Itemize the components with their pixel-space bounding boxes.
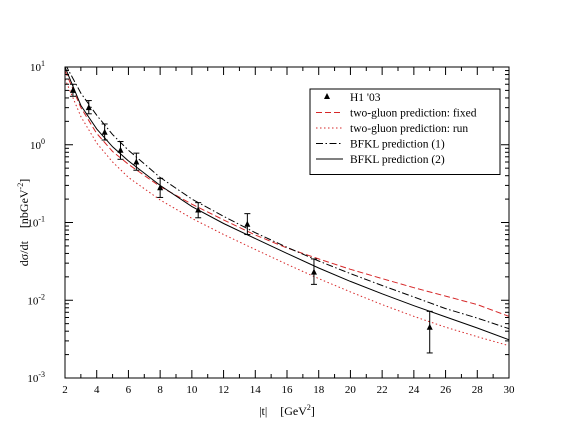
- data-points-layer: [69, 83, 433, 354]
- series-line-2: [65, 78, 509, 347]
- y-axis-unit-base: [nbGeV: [17, 189, 31, 228]
- x-axis-unit-exp: 2: [307, 403, 311, 412]
- y-tick-label: 10-2: [27, 292, 45, 307]
- data-point: [133, 158, 140, 165]
- y-axis-title: dσ/dt [nbGeV-2]: [16, 179, 31, 266]
- y-tick-label: 101: [30, 59, 45, 74]
- y-axis-label: dσ/dt: [17, 240, 31, 266]
- x-axis-unit-base: [GeV: [280, 404, 307, 418]
- x-tick-label: 14: [250, 384, 262, 396]
- data-point: [310, 268, 317, 275]
- x-tick-label: 2: [62, 384, 68, 396]
- legend-label-h1: H1 '03: [350, 92, 381, 104]
- x-tick-label: 12: [218, 384, 229, 396]
- x-tick-label: 18: [313, 384, 325, 396]
- data-point: [244, 220, 251, 227]
- x-axis-label: |t|: [259, 404, 267, 418]
- data-point: [426, 323, 433, 330]
- y-axis-ticks: 101 100 10-1 10-2 10-3: [27, 59, 509, 385]
- data-point: [85, 104, 92, 111]
- legend-label-3: BFKL prediction (1): [350, 139, 445, 151]
- data-point: [195, 206, 202, 213]
- data-point: [101, 128, 108, 135]
- x-axis-title: |t| [GeV2]: [259, 403, 315, 418]
- legend-label-4: BFKL prediction (2): [350, 154, 445, 166]
- data-point: [117, 146, 124, 153]
- y-tick-label: 100: [30, 137, 45, 152]
- x-tick-label: 26: [440, 384, 452, 396]
- y-axis-unit-exp: -2: [16, 183, 25, 190]
- x-tick-label: 4: [94, 384, 100, 396]
- x-tick-label: 16: [282, 384, 294, 396]
- series-line-1: [65, 70, 509, 317]
- series-line-3: [66, 67, 509, 330]
- legend-box: [309, 88, 501, 175]
- x-axis-ticks: 2 4 6 8 10 12 14 16 18 20 22 24 26 28 30: [62, 67, 515, 396]
- x-tick-label: 10: [186, 384, 198, 396]
- x-tick-label: 6: [126, 384, 132, 396]
- series-line-4: [65, 67, 509, 341]
- x-tick-label: 28: [472, 384, 484, 396]
- x-axis-unit-close: ]: [311, 404, 315, 418]
- legend-marker-h1: [324, 93, 330, 99]
- x-tick-label: 24: [408, 384, 420, 396]
- data-point: [69, 86, 76, 93]
- y-axis-unit-close: ]: [17, 179, 31, 183]
- x-tick-label: 20: [345, 384, 357, 396]
- x-tick-label: 22: [377, 384, 388, 396]
- x-tick-label: 30: [504, 384, 516, 396]
- data-point: [157, 184, 164, 191]
- series-layer: [65, 67, 509, 347]
- legend: H1 '03 two-gluon prediction: fixed two-glu…: [309, 88, 501, 175]
- x-tick-label: 8: [157, 384, 163, 396]
- legend-label-1: two-gluon prediction: fixed: [350, 108, 477, 120]
- y-tick-label: 10-3: [27, 370, 45, 385]
- y-tick-label: 10-1: [27, 215, 45, 230]
- legend-label-2: two-gluon prediction: run: [350, 123, 468, 135]
